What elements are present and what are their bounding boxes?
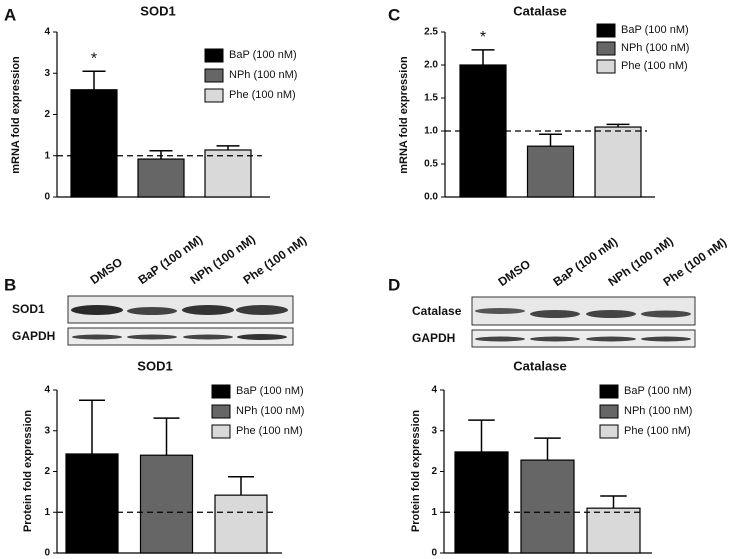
blot-band xyxy=(237,334,287,340)
chart-title: SOD1 xyxy=(137,358,172,373)
y-tick-label: 2.5 xyxy=(424,27,438,38)
y-tick-label: 0 xyxy=(44,192,50,203)
panel-letter: C xyxy=(388,5,400,24)
blot-strip xyxy=(67,327,294,346)
western-blot: DMSO BaP (100 nM) NPh (100 nM) Phe (100 … xyxy=(12,232,309,346)
legend-label: Phe (100 nM) xyxy=(621,60,688,72)
y-tick-label: 0.0 xyxy=(424,192,438,203)
legend-label: NPh (100 nM) xyxy=(621,42,689,54)
y-axis-label: mRNA fold expression xyxy=(10,56,22,174)
blot-band xyxy=(72,334,122,340)
blot-band xyxy=(586,336,636,342)
panel-letter: A xyxy=(4,5,16,24)
bar xyxy=(594,126,642,198)
y-tick-label: 0 xyxy=(44,548,50,559)
y-tick-label: 4 xyxy=(44,385,50,396)
legend-swatch xyxy=(596,23,616,38)
y-tick-label: 3 xyxy=(431,425,437,436)
legend-swatch xyxy=(204,88,224,103)
blot-row-label: GAPDH xyxy=(412,331,455,345)
y-axis-label: mRNA fold expression xyxy=(398,56,410,174)
lane-label: DMSO xyxy=(496,257,534,289)
y-tick-label: 1.0 xyxy=(424,126,438,137)
lane-label: DMSO xyxy=(88,255,126,287)
legend-swatch xyxy=(599,424,619,439)
legend-swatch xyxy=(596,41,616,56)
y-tick-label: 3 xyxy=(44,425,50,436)
bar xyxy=(137,158,185,198)
blot-band xyxy=(530,310,580,318)
legend-swatch xyxy=(211,424,231,439)
y-tick-label: 3 xyxy=(44,68,50,79)
chart-title: Catalase xyxy=(513,358,566,373)
chart-title: SOD1 xyxy=(140,3,175,18)
legend-label: Phe (100 nM) xyxy=(624,425,691,437)
bar xyxy=(520,459,575,554)
blot-band xyxy=(236,305,288,315)
blot-band xyxy=(127,307,177,315)
bar xyxy=(204,149,252,198)
legend-label: BaP (100 nM) xyxy=(621,24,689,36)
annotation: * xyxy=(480,29,486,46)
y-tick-label: 2.0 xyxy=(424,60,438,71)
legend-swatch xyxy=(596,59,616,74)
y-tick-label: 2 xyxy=(44,466,50,477)
legend-label: BaP (100 nM) xyxy=(229,49,297,61)
y-axis-label: Protein fold expression xyxy=(410,410,422,533)
bar xyxy=(526,145,575,198)
annotation: * xyxy=(91,50,97,67)
y-tick-label: 1 xyxy=(44,507,50,518)
blot-band xyxy=(475,336,525,342)
blot-band xyxy=(641,310,691,318)
legend-swatch xyxy=(211,384,231,399)
blot-strip xyxy=(471,329,696,348)
chart-title: Catalase xyxy=(513,3,566,18)
blot-band xyxy=(475,308,525,314)
bar xyxy=(454,451,509,554)
blot-band xyxy=(127,334,177,340)
y-tick-label: 1.5 xyxy=(424,93,438,104)
legend-label: NPh (100 nM) xyxy=(624,405,692,417)
y-tick-label: 4 xyxy=(44,27,50,38)
bar xyxy=(70,89,118,198)
legend-label: BaP (100 nM) xyxy=(624,385,692,397)
panel-letter: B xyxy=(4,275,16,294)
bar xyxy=(139,454,194,554)
bar xyxy=(586,507,641,554)
blot-row-label: SOD1 xyxy=(12,302,45,316)
legend-swatch xyxy=(204,68,224,83)
blot-band xyxy=(586,310,636,318)
y-tick-label: 0 xyxy=(431,548,437,559)
blot-band xyxy=(71,305,123,315)
western-blot: DMSO BaP (100 nM) NPh (100 nM) Phe (100 … xyxy=(412,234,729,348)
y-tick-label: 4 xyxy=(431,385,437,396)
legend-label: Phe (100 nM) xyxy=(236,425,303,437)
blot-band xyxy=(530,336,580,342)
y-tick-label: 0.5 xyxy=(424,159,438,170)
legend-swatch xyxy=(211,404,231,419)
legend-label: BaP (100 nM) xyxy=(236,385,304,397)
y-axis-label: Protein fold expression xyxy=(22,410,34,533)
blot-row-label: GAPDH xyxy=(12,329,55,343)
legend-label: NPh (100 nM) xyxy=(236,405,304,417)
legend-label: NPh (100 nM) xyxy=(229,69,297,81)
blot-band xyxy=(641,336,691,342)
bar xyxy=(214,494,268,554)
legend-label: Phe (100 nM) xyxy=(229,89,296,101)
panel-letter: D xyxy=(388,275,400,294)
y-tick-label: 2 xyxy=(431,466,437,477)
blot-row-label: Catalase xyxy=(412,304,462,318)
legend-swatch xyxy=(599,404,619,419)
bar xyxy=(65,453,119,554)
legend-swatch xyxy=(599,384,619,399)
y-tick-label: 1 xyxy=(431,507,437,518)
blot-band xyxy=(182,305,234,315)
y-tick-label: 2 xyxy=(44,109,50,120)
blot-band xyxy=(183,334,233,340)
y-tick-label: 1 xyxy=(44,150,50,161)
legend-swatch xyxy=(204,48,224,63)
